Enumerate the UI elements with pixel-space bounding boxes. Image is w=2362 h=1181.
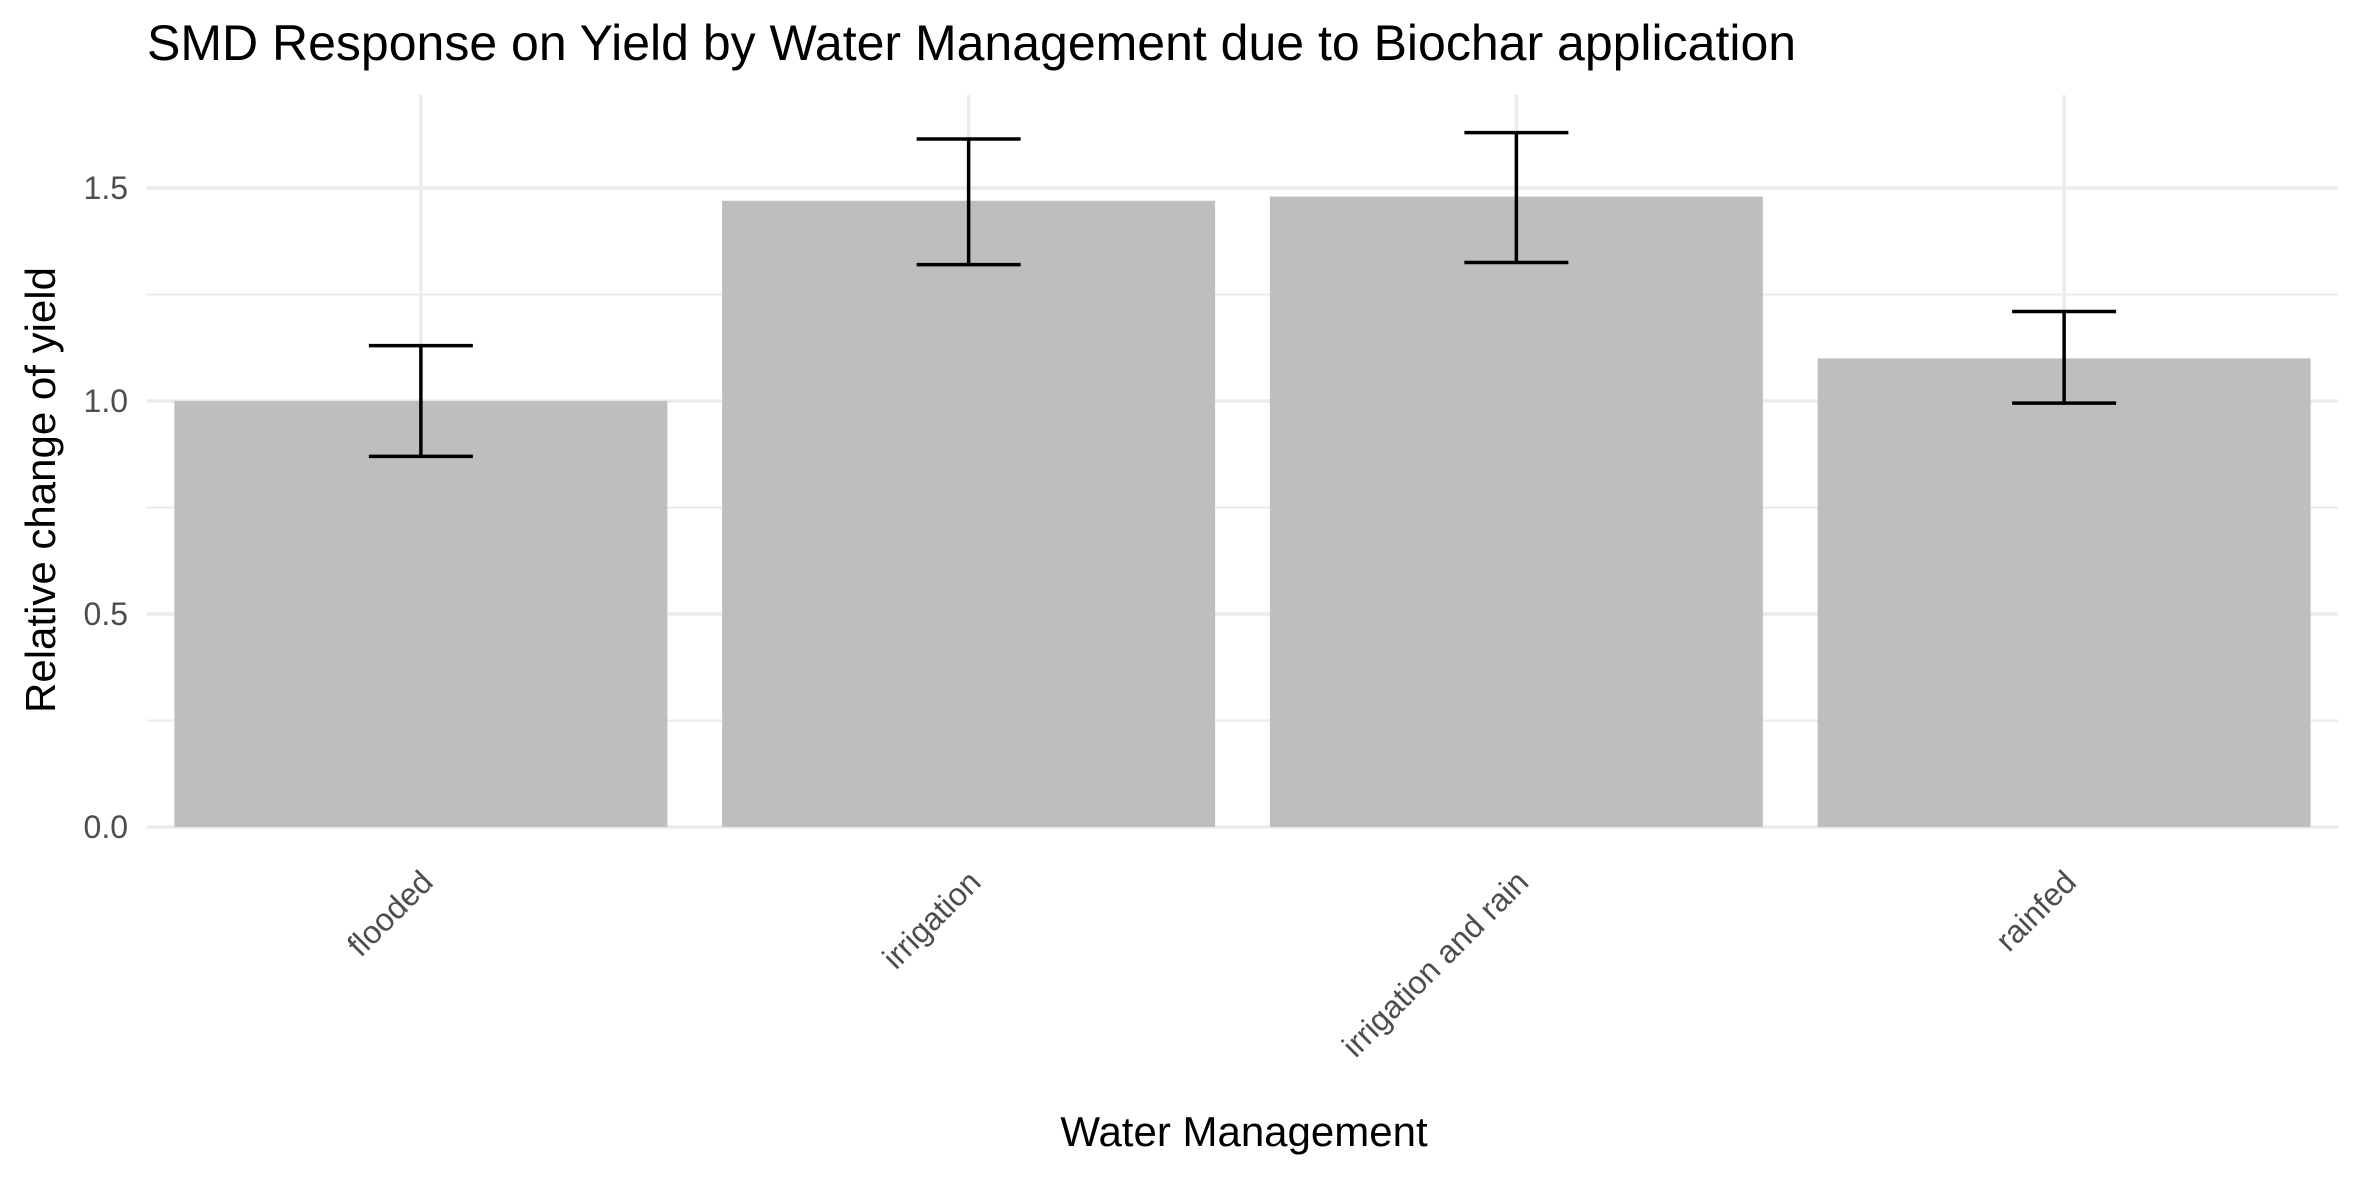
y-tick-label: 0.5 <box>84 596 128 632</box>
bar-irrigation <box>722 200 1216 827</box>
error-bar-irrigation-and-rain <box>1464 130 1569 265</box>
error-bar-rainfed <box>2012 309 2117 405</box>
chart-title: SMD Response on Yield by Water Managemen… <box>147 15 1796 71</box>
x-tick-label: rainfed <box>1988 863 2083 958</box>
y-axis-tick-labels: 0.0 0.5 1.0 1.5 <box>84 170 128 845</box>
error-bar-flooded <box>368 343 473 459</box>
bars <box>174 196 2311 827</box>
x-tick-label: irrigation <box>875 863 987 975</box>
bar-irrigation-and-rain <box>1269 196 1763 827</box>
y-axis-title: Relative change of yield <box>17 267 64 713</box>
y-tick-label: 1.0 <box>84 383 128 419</box>
y-tick-label: 1.5 <box>84 170 128 206</box>
x-tick-label: flooded <box>340 863 440 963</box>
x-axis-tick-labels: flooded irrigation irrigation and rain rain… <box>340 863 2083 1063</box>
error-bar-irrigation <box>916 137 1021 267</box>
error-bars <box>368 130 2117 459</box>
x-tick-label: irrigation and rain <box>1335 863 1535 1063</box>
x-axis-title: Water Management <box>1060 1108 1428 1155</box>
bar-flooded <box>174 401 668 827</box>
y-tick-label: 0.0 <box>84 809 128 845</box>
bar-rainfed <box>1817 358 2311 827</box>
